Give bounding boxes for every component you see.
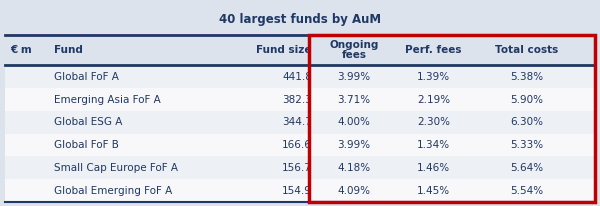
Text: Emerging Asia FoF A: Emerging Asia FoF A	[54, 95, 161, 104]
Text: € m: € m	[10, 45, 32, 55]
Text: 4.09%: 4.09%	[338, 186, 371, 195]
Bar	[5, 179, 595, 202]
Text: Perf. fees: Perf. fees	[405, 45, 462, 55]
Text: Fund size: Fund size	[257, 45, 312, 55]
Text: Total costs: Total costs	[495, 45, 558, 55]
Text: Ongoing
fees: Ongoing fees	[329, 40, 379, 61]
Text: 344.7: 344.7	[282, 117, 312, 127]
Bar	[5, 66, 595, 88]
Text: 5.64%: 5.64%	[510, 163, 543, 173]
Text: 3.71%: 3.71%	[337, 95, 371, 104]
Text: 154.9: 154.9	[282, 186, 312, 195]
Bar	[5, 35, 595, 66]
Text: Global Emerging FoF A: Global Emerging FoF A	[54, 186, 172, 195]
Text: 5.90%: 5.90%	[510, 95, 543, 104]
Text: 5.54%: 5.54%	[510, 186, 543, 195]
Text: 3.99%: 3.99%	[337, 72, 371, 82]
Bar	[5, 88, 595, 111]
Text: 6.30%: 6.30%	[510, 117, 543, 127]
Bar	[5, 156, 595, 179]
Text: 1.45%: 1.45%	[417, 186, 450, 195]
Text: Global ESG A: Global ESG A	[54, 117, 122, 127]
Bar	[5, 111, 595, 134]
Text: 5.38%: 5.38%	[510, 72, 543, 82]
Text: Small Cap Europe FoF A: Small Cap Europe FoF A	[54, 163, 178, 173]
Text: 441.8: 441.8	[282, 72, 312, 82]
Bar	[309, 35, 595, 202]
Text: 1.46%: 1.46%	[417, 163, 450, 173]
Text: 5.33%: 5.33%	[510, 140, 543, 150]
Bar	[5, 4, 595, 35]
Text: 1.34%: 1.34%	[417, 140, 450, 150]
Text: 166.6: 166.6	[282, 140, 312, 150]
Text: Global FoF A: Global FoF A	[54, 72, 119, 82]
Text: 4.00%: 4.00%	[338, 117, 370, 127]
Text: 156.7: 156.7	[282, 163, 312, 173]
Text: 40 largest funds by AuM: 40 largest funds by AuM	[219, 13, 381, 26]
Text: 2.30%: 2.30%	[417, 117, 450, 127]
Text: 2.19%: 2.19%	[417, 95, 450, 104]
Bar	[5, 134, 595, 156]
Text: Fund: Fund	[54, 45, 83, 55]
Text: 3.99%: 3.99%	[337, 140, 371, 150]
Text: 1.39%: 1.39%	[417, 72, 450, 82]
Text: 4.18%: 4.18%	[337, 163, 371, 173]
Text: 382.3: 382.3	[282, 95, 312, 104]
Text: Global FoF B: Global FoF B	[54, 140, 119, 150]
